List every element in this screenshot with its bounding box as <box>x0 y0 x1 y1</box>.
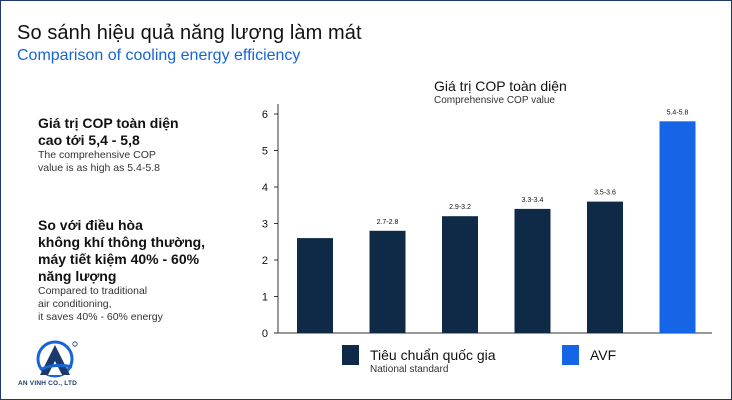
page-title: So sánh hiệu quả năng lượng làm mát <box>17 22 362 44</box>
legend-label-national: Tiêu chuẩn quốc gia <box>370 347 496 363</box>
cop-highlight-block: Giá trị COP toàn diện cao tới 5,4 - 5,8 … <box>38 115 228 175</box>
bar-national <box>297 238 333 333</box>
bar-national <box>514 208 551 333</box>
legend-swatch-national <box>342 345 359 365</box>
bar-data-label: 3.5-3.6 <box>594 190 616 197</box>
bar-data-label: 2.9-3.2 <box>449 204 471 211</box>
bar-avf <box>659 121 696 333</box>
legend-sublabel-national: National standard <box>370 364 449 375</box>
y-tick-label: 2 <box>262 255 268 267</box>
y-tick-label: 1 <box>262 292 268 304</box>
chart-subtitle: Comprehensive COP value <box>434 95 555 106</box>
logo-text: AN VINH CO., LTD <box>18 380 78 387</box>
energy-saving-block: So với điều hòa không khí thông thường, … <box>38 217 238 324</box>
an-vinh-logo-icon <box>36 340 78 378</box>
bar-national <box>442 216 478 333</box>
y-tick-label: 3 <box>262 219 268 231</box>
y-tick-label: 0 <box>262 328 268 340</box>
bar-national <box>587 201 623 333</box>
energy-saving-vi: So với điều hòa không khí thông thường, … <box>38 217 206 284</box>
cop-highlight-vi: Giá trị COP toàn diện cao tới 5,4 - 5,8 <box>38 115 179 148</box>
chart-title: Giá trị COP toàn diện <box>434 78 567 94</box>
legend-label-avf: AVF <box>590 347 617 363</box>
bar-national <box>369 230 406 333</box>
y-tick-label: 5 <box>262 146 268 158</box>
bar-data-label: 5.4-5.8 <box>667 109 689 116</box>
bar-data-label: 2.7-2.8 <box>377 219 399 226</box>
energy-saving-en: Compared to traditional air conditioning… <box>38 285 163 323</box>
page-subtitle: Comparison of cooling energy efficiency <box>17 47 301 64</box>
y-tick-label: 6 <box>262 109 268 121</box>
y-tick-label: 4 <box>262 182 268 194</box>
legend-swatch-avf <box>562 345 579 365</box>
bar-data-label: 3.3-3.4 <box>522 197 544 204</box>
cop-highlight-en: The comprehensive COP value is as high a… <box>38 149 160 174</box>
